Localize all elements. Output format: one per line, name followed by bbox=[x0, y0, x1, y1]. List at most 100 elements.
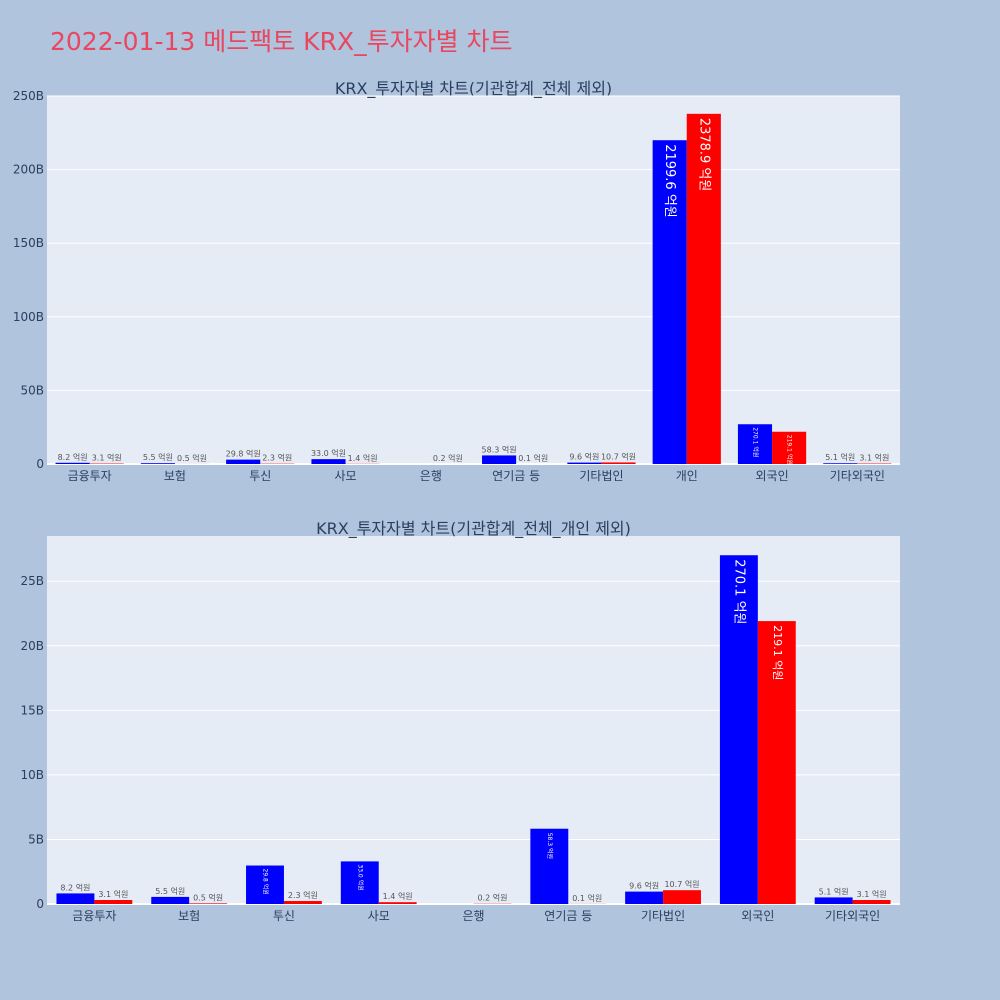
c1-y-tick-label: 15B bbox=[20, 703, 44, 717]
c1-data-label: 1.4 억원 bbox=[383, 891, 413, 901]
c0-x-tick-label: 기타법인 bbox=[579, 469, 623, 483]
c0-bar bbox=[737, 424, 773, 464]
page-title: 2022-01-13 메드팩토 KRX_투자자별 차트 bbox=[50, 27, 513, 56]
c1-bar bbox=[719, 555, 758, 904]
c1-bar bbox=[151, 896, 190, 904]
c0-data-label: 270.1 억원 bbox=[751, 427, 759, 457]
c0-y-tick-label: 100B bbox=[13, 310, 44, 324]
c1-x-tick-label: 보험 bbox=[178, 909, 200, 923]
c0-x-tick-label: 사모 bbox=[335, 469, 357, 483]
c1-data-label: 10.7 억원 bbox=[664, 879, 699, 889]
c0-y-tick-label: 150B bbox=[13, 236, 44, 250]
c0-x-tick-label: 보험 bbox=[164, 469, 186, 483]
c1-bar bbox=[340, 861, 379, 904]
c1-y-tick-label: 25B bbox=[20, 574, 44, 588]
c0-data-label: 2.3 억원 bbox=[262, 453, 292, 463]
c1-data-label: 8.2 억원 bbox=[60, 882, 90, 892]
c0-bar bbox=[823, 463, 858, 464]
c1-data-label: 9.6 억원 bbox=[629, 881, 659, 891]
c0-data-label: 29.8 억원 bbox=[226, 449, 261, 459]
c0-data-label: 8.2 억원 bbox=[58, 452, 88, 462]
c1-data-label: 3.1 억원 bbox=[98, 889, 128, 899]
c1-bar bbox=[283, 901, 322, 904]
c0-bar bbox=[226, 459, 261, 464]
c0-x-tick-label: 외국인 bbox=[755, 469, 788, 483]
c0-y-tick-label: 250B bbox=[13, 89, 44, 103]
c0-bar bbox=[140, 463, 175, 464]
c1-data-label: 0.1 억원 bbox=[572, 893, 602, 903]
c0-data-label: 2199.6 억원 bbox=[662, 144, 677, 218]
c1-data-label: 2.3 억원 bbox=[288, 890, 318, 900]
c1-bar bbox=[852, 899, 891, 904]
c0-data-label: 9.6 억원 bbox=[569, 452, 599, 462]
c0-x-tick-label: 개인 bbox=[676, 469, 698, 483]
c0-data-label: 10.7 억원 bbox=[601, 451, 636, 461]
c1-data-label: 29.8 억원 bbox=[261, 869, 269, 895]
c0-y-tick-label: 200B bbox=[13, 163, 44, 177]
c1-x-tick-label: 사모 bbox=[368, 909, 390, 923]
c0-bar bbox=[772, 431, 807, 464]
c1-y-tick-label: 0 bbox=[36, 897, 44, 911]
c0-bar bbox=[311, 459, 346, 464]
c1-chart-title: KRX_투자자별 차트(기관합계_전체_개인 제외) bbox=[316, 519, 631, 539]
c0-bar bbox=[482, 455, 517, 464]
c1-x-tick-label: 외국인 bbox=[741, 909, 774, 923]
c1-data-label: 5.5 억원 bbox=[155, 886, 185, 896]
c1-bar bbox=[189, 903, 228, 904]
c0-data-label: 5.1 억원 bbox=[825, 452, 855, 462]
c1-data-label: 270.1 억원 bbox=[731, 559, 746, 624]
c0-bar bbox=[652, 140, 687, 464]
c0-plot-area bbox=[47, 96, 900, 464]
c1-bar bbox=[663, 890, 701, 904]
c0-data-label: 0.5 억원 bbox=[177, 453, 207, 463]
c0-data-label: 5.5 억원 bbox=[143, 452, 173, 462]
c1-bar bbox=[757, 621, 796, 904]
c0-x-tick-label: 금융투자 bbox=[68, 469, 112, 483]
c0-bar bbox=[601, 462, 636, 464]
c0-y-tick-label: 50B bbox=[20, 383, 44, 397]
c1-data-label: 219.1 억원 bbox=[771, 625, 784, 680]
c1-bar bbox=[625, 891, 664, 904]
c1-x-tick-label: 은행 bbox=[462, 908, 484, 923]
c0-bar bbox=[686, 113, 721, 464]
c0-data-label: 219.1 억원 bbox=[786, 435, 794, 465]
c1-x-tick-label: 기타법인 bbox=[641, 909, 685, 923]
c1-bar bbox=[530, 828, 569, 904]
c0-x-tick-label: 연기금 등 bbox=[492, 469, 540, 483]
c1-data-label: 0.5 억원 bbox=[193, 892, 223, 902]
c0-data-label: 1.4 억원 bbox=[348, 453, 378, 463]
c1-data-label: 58.3 억원 bbox=[546, 833, 554, 859]
c1-data-label: 33.0 억원 bbox=[356, 864, 364, 890]
c0-bar bbox=[55, 462, 90, 464]
c1-bar bbox=[94, 899, 133, 904]
c1-x-tick-label: 기타외국인 bbox=[825, 909, 880, 923]
c1-bar bbox=[378, 902, 417, 904]
chart-1: KRX_투자자별 차트(기관합계_전체 제외) 0 50B 100B 150B 200B 2… bbox=[13, 79, 900, 483]
c0-data-label: 3.1 억원 bbox=[92, 453, 122, 463]
c1-data-label: 5.1 억원 bbox=[819, 886, 849, 896]
c1-y-tick-label: 20B bbox=[20, 639, 44, 653]
c1-data-label: 0.2 억원 bbox=[477, 893, 507, 903]
c0-y-tick-label: 0 bbox=[36, 457, 44, 471]
c1-x-tick-label: 연기금 등 bbox=[544, 909, 592, 923]
c0-x-tick-label: 투신 bbox=[249, 469, 271, 483]
c0-data-label: 2378.9 억원 bbox=[696, 118, 711, 192]
chart-2: KRX_투자자별 차트(기관합계_전체_개인 제외) 0 5B 10B 15B 20B 25… bbox=[20, 519, 900, 923]
c1-bar bbox=[56, 893, 95, 904]
c0-data-label: 0.1 억원 bbox=[518, 453, 548, 463]
c1-x-tick-label: 투신 bbox=[273, 909, 295, 923]
c0-bar bbox=[567, 462, 602, 464]
c0-chart-title: KRX_투자자별 차트(기관합계_전체 제외) bbox=[335, 79, 612, 99]
c0-data-label: 0.2 억원 bbox=[433, 453, 463, 463]
c0-data-label: 33.0 억원 bbox=[311, 448, 346, 458]
c0-x-tick-label: 은행 bbox=[420, 468, 442, 483]
c1-x-tick-label: 금융투자 bbox=[72, 909, 116, 923]
c0-data-label: 58.3 억원 bbox=[482, 444, 517, 454]
c1-y-tick-label: 10B bbox=[20, 768, 44, 782]
c1-y-tick-label: 5B bbox=[28, 832, 44, 846]
c1-bar bbox=[814, 897, 853, 904]
c0-x-tick-label: 기타외국인 bbox=[830, 469, 885, 483]
c1-data-label: 3.1 억원 bbox=[857, 889, 887, 899]
c0-data-label: 3.1 억원 bbox=[859, 453, 889, 463]
c1-bar bbox=[246, 865, 284, 904]
